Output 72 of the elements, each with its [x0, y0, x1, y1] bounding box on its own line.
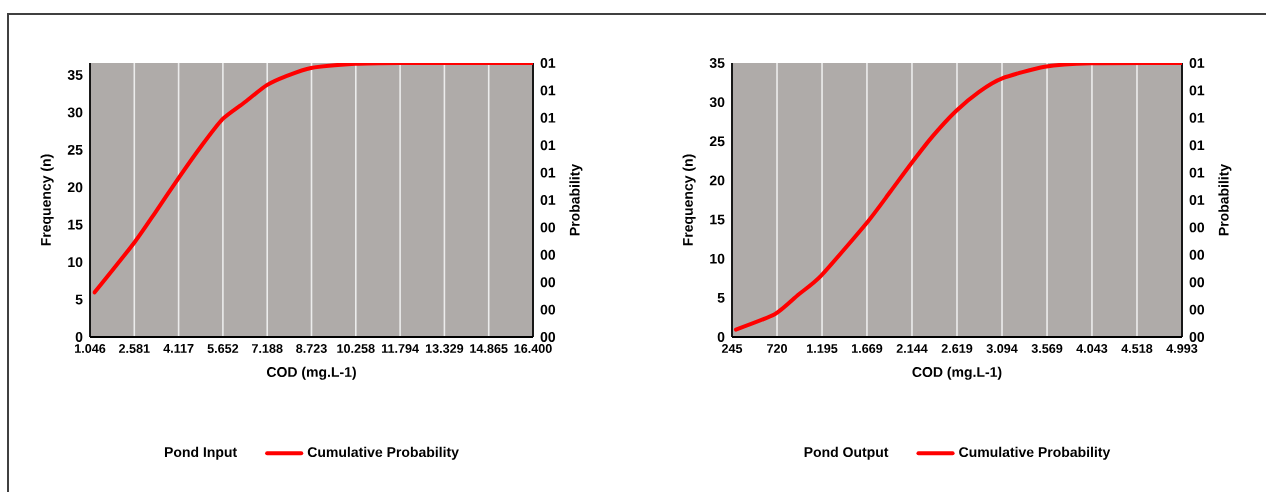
- y-tick-label: 20: [67, 182, 83, 193]
- legend-title: Pond Output: [804, 446, 889, 460]
- x-tick-label: 5.652: [207, 344, 239, 353]
- x-tick-label: 11.794: [381, 344, 419, 353]
- y-tick-label: 20: [709, 175, 725, 186]
- y2-tick-label: 00: [1189, 277, 1205, 288]
- x-tick-label: 2.144: [896, 344, 928, 353]
- y-tick-label: 35: [709, 58, 725, 68]
- x-tick-label: 7.188: [251, 344, 283, 353]
- y2-tick-label: 01: [1189, 195, 1205, 205]
- y2-tick-label: 00: [1189, 332, 1205, 342]
- y-tick-label: 10: [710, 253, 725, 264]
- x-tick-label: 10.258: [337, 344, 375, 353]
- y-tick-label: 25: [67, 144, 83, 155]
- y2-tick-label: 00: [540, 249, 556, 260]
- line-series: [92, 62, 533, 295]
- y-tick-label: 0: [75, 332, 83, 342]
- x-tick-label: 2.619: [941, 344, 973, 353]
- y2-tick-label: 00: [1189, 249, 1205, 260]
- x-tick-label: 16.400: [514, 344, 552, 353]
- x-axis-title: COD (mg.L-1): [912, 366, 1002, 380]
- y2-tick-label: 01: [1189, 112, 1205, 123]
- x-tick-label: 2.581: [118, 344, 150, 353]
- legend-label: Cumulative Probability: [959, 446, 1111, 460]
- x-tick-label: 720: [767, 344, 788, 353]
- y-tick-label: 0: [717, 332, 725, 342]
- legend-title: Pond Input: [164, 446, 237, 460]
- y2-tick-label: 00: [1189, 304, 1205, 315]
- x-tick-label: 1.195: [807, 344, 838, 353]
- x-tick-label: 14.865: [470, 344, 508, 353]
- y-tick-label: 30: [709, 97, 725, 108]
- y2-tick-label: 01: [540, 195, 556, 205]
- y-tick-label: 10: [68, 257, 83, 268]
- x-tick-label: 8.723: [296, 344, 327, 354]
- y2-axis-title: Probability: [569, 163, 583, 236]
- line-series: [733, 62, 1183, 332]
- y2-tick-label: 01: [540, 167, 556, 178]
- x-tick-label: 245: [721, 344, 743, 353]
- y2-tick-label: 00: [540, 277, 556, 288]
- y-axis-title: Frequency (n): [682, 154, 696, 246]
- legend-label: Cumulative Probability: [307, 446, 459, 460]
- x-tick-label: 4.117: [163, 344, 194, 353]
- y-tick-label: 15: [68, 219, 83, 230]
- y2-tick-label: 00: [540, 304, 556, 315]
- y-tick-label: 35: [67, 70, 83, 80]
- x-tick-label: 3.569: [1031, 344, 1063, 354]
- x-axis-title: COD (mg.L-1): [266, 366, 356, 380]
- x-tick-label: 3.094: [986, 344, 1018, 354]
- y2-tick-label: 01: [1189, 167, 1205, 178]
- y2-tick-label: 01: [540, 112, 556, 123]
- x-tick-label: 13.329: [425, 344, 464, 354]
- x-tick-label: 1.046: [75, 344, 106, 353]
- y-tick-label: 5: [75, 294, 83, 305]
- y-tick-label: 15: [710, 214, 725, 225]
- y-tick-label: 5: [717, 292, 725, 303]
- y2-tick-label: 00: [540, 222, 556, 233]
- y2-tick-label: 00: [540, 332, 556, 342]
- x-tick-label: 4.993: [1166, 344, 1198, 354]
- y-tick-label: 25: [709, 136, 725, 147]
- x-tick-label: 4.043: [1076, 344, 1108, 354]
- y2-tick-label: 01: [540, 140, 556, 151]
- y2-tick-label: 01: [1189, 140, 1205, 151]
- y2-tick-label: 01: [540, 85, 556, 96]
- y2-axis-title: Probability: [1218, 163, 1232, 236]
- y2-tick-label: 01: [1189, 85, 1205, 96]
- y-tick-label: 30: [67, 107, 83, 118]
- y2-tick-label: 01: [1189, 58, 1205, 68]
- y-axis-title: Frequency (n): [40, 154, 54, 246]
- y2-tick-label: 00: [1189, 222, 1205, 233]
- y2-tick-label: 01: [540, 58, 556, 68]
- x-tick-label: 1.669: [851, 344, 883, 353]
- x-tick-label: 4.518: [1121, 344, 1153, 353]
